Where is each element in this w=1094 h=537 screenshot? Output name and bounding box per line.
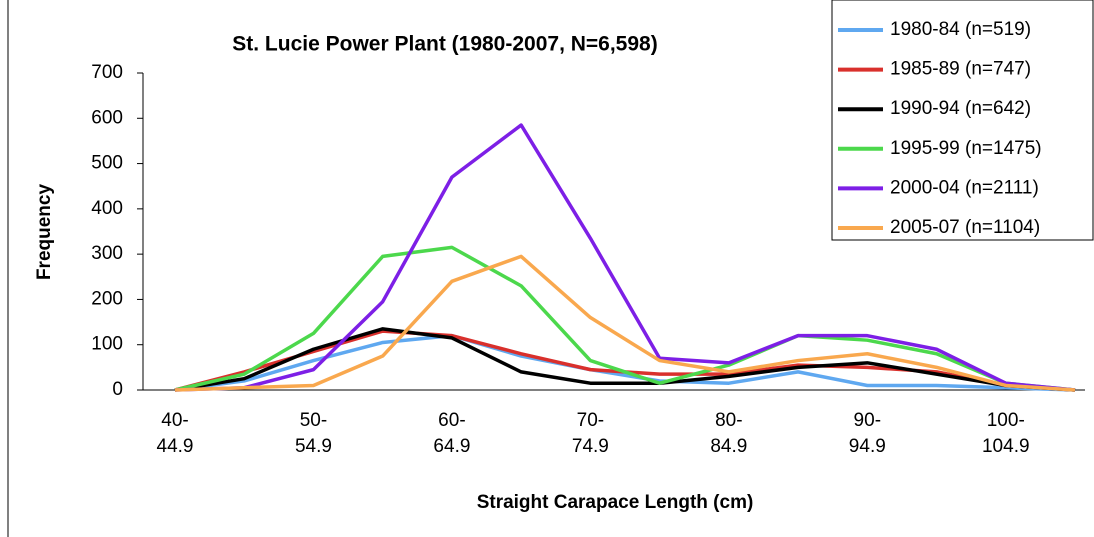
- chart-title: St. Lucie Power Plant (1980-2007, N=6,59…: [232, 33, 657, 56]
- legend-label: 2000-04 (n=2111): [890, 177, 1039, 198]
- y-tick-label: 0: [112, 379, 123, 400]
- y-axis-label: Frequency: [34, 184, 55, 281]
- legend-label: 1985-89 (n=747): [890, 59, 1031, 80]
- y-tick-label: 600: [91, 107, 123, 128]
- x-tick-label: 100-104.9: [981, 410, 1030, 457]
- series-line: [174, 245, 1076, 392]
- y-tick-label: 400: [91, 198, 123, 219]
- y-tick-label: 300: [91, 243, 123, 264]
- x-tick-label: 50-54.9: [294, 410, 332, 457]
- x-tick-label: 90-94.9: [848, 410, 886, 457]
- y-tick-label: 500: [91, 153, 123, 174]
- legend-label: 1995-99 (n=1475): [890, 138, 1042, 159]
- legend-label: 2005-07 (n=1104): [890, 217, 1040, 238]
- legend-box: [831, 0, 1094, 241]
- y-tick-label: 700: [91, 62, 123, 83]
- series-line: [174, 327, 1076, 392]
- x-axis-label: Straight Carapace Length (cm): [477, 492, 754, 513]
- y-tick-label: 100: [91, 334, 123, 355]
- legend-label: 1990-94 (n=642): [890, 98, 1031, 119]
- x-tick-label: 80-84.9: [710, 410, 748, 457]
- x-tick-label: 60-64.9: [433, 410, 471, 457]
- x-tick-label: 40-44.9: [156, 410, 194, 457]
- legend-label: 1980-84 (n=519): [890, 19, 1031, 40]
- y-tick-label: 200: [91, 288, 123, 309]
- series-line: [174, 123, 1076, 392]
- x-tick-label: 70-74.9: [571, 410, 609, 457]
- series-line: [174, 254, 1076, 392]
